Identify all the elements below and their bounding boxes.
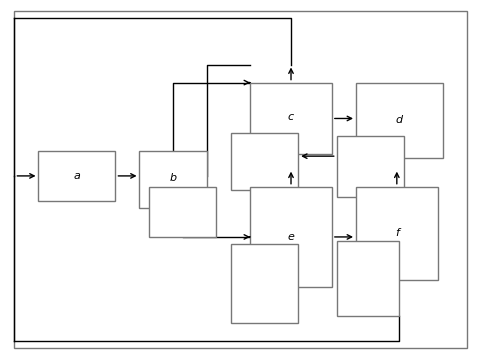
Text: e: e bbox=[287, 232, 294, 242]
Bar bbox=[38, 151, 115, 201]
Bar bbox=[355, 187, 437, 280]
Bar bbox=[250, 83, 331, 154]
Bar bbox=[250, 187, 331, 287]
Bar bbox=[355, 83, 442, 158]
Bar bbox=[149, 187, 216, 237]
Text: d: d bbox=[395, 115, 402, 125]
Bar bbox=[230, 133, 298, 190]
Bar bbox=[336, 136, 403, 197]
Text: c: c bbox=[288, 112, 293, 122]
Text: b: b bbox=[169, 173, 176, 183]
Text: a: a bbox=[73, 171, 80, 181]
Bar bbox=[336, 241, 398, 316]
Bar bbox=[230, 244, 298, 323]
Text: f: f bbox=[394, 228, 398, 238]
Bar bbox=[139, 151, 206, 208]
